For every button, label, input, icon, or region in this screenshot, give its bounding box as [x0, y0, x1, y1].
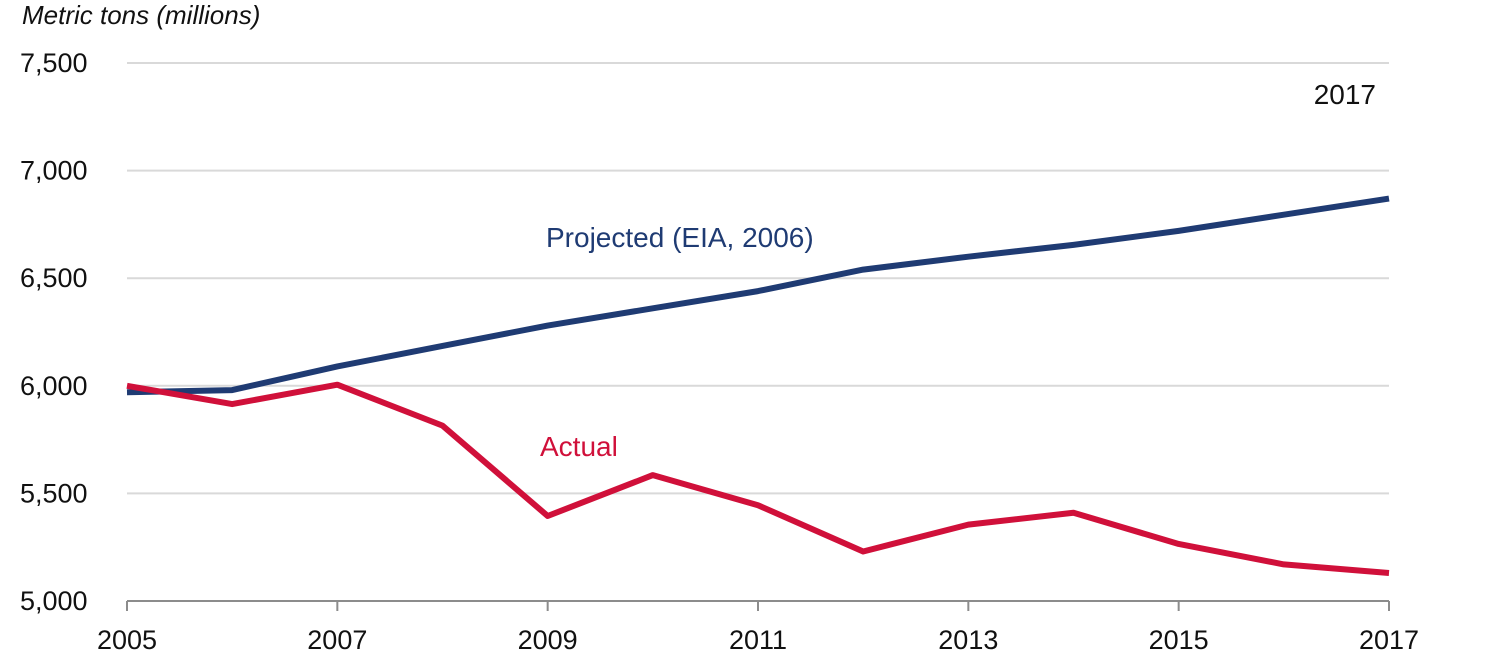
- y-tick-label: 7,000: [20, 156, 88, 186]
- x-tick-label: 2013: [938, 625, 998, 655]
- axis-layer: 5,000 5,500 6,000 6,500 7,000 7,500 2005 2007 20…: [20, 48, 1419, 655]
- series-layer: [126, 195, 1390, 577]
- x-tick-label: 2005: [97, 625, 157, 655]
- y-tick-label: 5,000: [20, 586, 88, 616]
- actual-series-label: Actual: [540, 431, 618, 462]
- projected-series-line: [126, 195, 1390, 396]
- year-annotation: 2017: [1314, 79, 1376, 110]
- x-tick-label: 2009: [518, 625, 578, 655]
- y-tick-label: 6,500: [20, 263, 88, 293]
- y-tick-label: 7,500: [20, 48, 88, 78]
- x-tick-label: 2015: [1149, 625, 1209, 655]
- x-tick-label: 2011: [729, 625, 787, 655]
- x-tick-label: 2007: [307, 625, 367, 655]
- label-layer: Metric tons (millions) 2017 Projected (E…: [22, 0, 1376, 462]
- projected-series-label: Projected (EIA, 2006): [546, 222, 814, 253]
- actual-series-line: [126, 381, 1390, 577]
- grid-layer: [127, 62, 1389, 495]
- x-tick-label: 2017: [1359, 625, 1419, 655]
- y-tick-label: 6,000: [20, 371, 88, 401]
- y-axis-unit-label: Metric tons (millions): [22, 0, 260, 30]
- y-tick-label: 5,500: [20, 478, 88, 508]
